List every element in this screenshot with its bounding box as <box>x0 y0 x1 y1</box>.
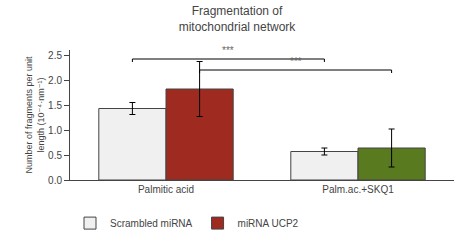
svg-text:1.5: 1.5 <box>48 100 62 111</box>
svg-text:1.0: 1.0 <box>48 125 62 136</box>
svg-text:2.5: 2.5 <box>48 50 62 61</box>
svg-text:Palm.ac.+SKQ1: Palm.ac.+SKQ1 <box>322 184 394 195</box>
svg-text:2.0: 2.0 <box>48 75 62 86</box>
svg-text:Number of fragments per unitle: Number of fragments per unitlength (10⁻⁴… <box>24 56 46 174</box>
svg-text:Fragmentation ofmitochondrial: Fragmentation ofmitochondrial network <box>179 4 297 34</box>
svg-text:0.0: 0.0 <box>48 175 62 186</box>
svg-text:miRNA UCP2: miRNA UCP2 <box>238 218 299 229</box>
svg-text:***: *** <box>222 45 234 56</box>
svg-text:***: *** <box>290 56 302 67</box>
svg-text:Palmitic acid: Palmitic acid <box>138 184 194 195</box>
svg-text:0.5: 0.5 <box>48 150 62 161</box>
svg-text:Scrambled miRNA: Scrambled miRNA <box>110 218 193 229</box>
